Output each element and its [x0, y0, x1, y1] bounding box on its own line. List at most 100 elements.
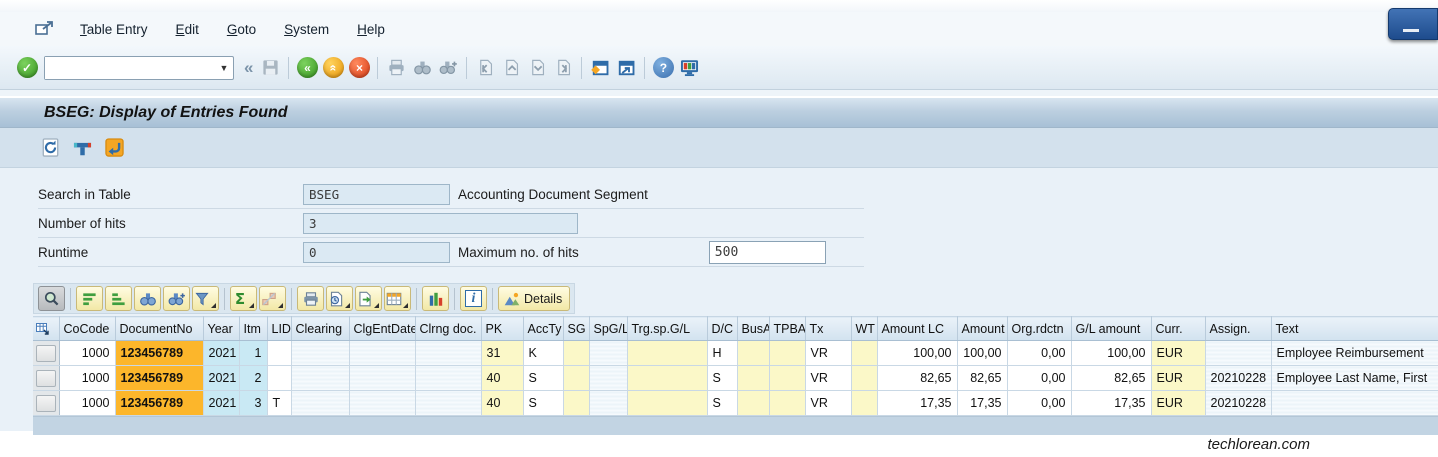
details-button[interactable]: Details	[498, 286, 571, 311]
menu-item-table-entry[interactable]: Table Entry	[80, 21, 148, 37]
last-page-button[interactable]	[550, 55, 576, 81]
header-cell[interactable]: Amount LC	[877, 316, 958, 341]
table-cell: 123456789	[115, 365, 204, 391]
header-cell[interactable]: Year	[203, 316, 240, 341]
row-selector[interactable]	[33, 390, 60, 416]
maximum-hits-input[interactable]	[708, 240, 826, 264]
new-session-button[interactable]	[587, 55, 613, 81]
total-button[interactable]: Σ	[230, 286, 257, 311]
mountain-details-icon	[504, 292, 520, 305]
exit-button[interactable]: ×	[346, 55, 372, 81]
header-cell[interactable]: Clearing	[291, 316, 350, 341]
customize-layout-button[interactable]	[676, 55, 702, 81]
number-of-hits-field[interactable]: 3	[303, 212, 578, 234]
table-structure-icon	[73, 142, 91, 156]
header-cell[interactable]: DocumentNo	[115, 316, 204, 341]
enter-check-icon: ✓	[16, 57, 38, 78]
find-button[interactable]	[409, 55, 435, 81]
header-cell[interactable]: Text	[1271, 316, 1438, 341]
runtime-field[interactable]: 0	[303, 241, 450, 263]
next-page-button[interactable]	[524, 55, 550, 81]
menu-item-edit[interactable]: Edit	[175, 21, 199, 37]
graphics-button[interactable]	[422, 286, 449, 311]
toolbar-separator	[377, 56, 379, 79]
header-cell[interactable]: TPBA	[769, 316, 806, 341]
back-button[interactable]: «	[294, 55, 320, 81]
info-button[interactable]: i	[460, 286, 487, 311]
help-button[interactable]: ?	[650, 55, 676, 81]
refresh-button[interactable]	[38, 136, 62, 160]
views-button[interactable]	[326, 286, 353, 311]
enter-button[interactable]: ✓	[14, 55, 40, 81]
up-button[interactable]: «	[320, 55, 346, 81]
table-cell	[851, 340, 878, 366]
table-cell: VR	[805, 365, 852, 391]
header-cell[interactable]: CoCode	[59, 316, 116, 341]
row-selector-button[interactable]	[35, 394, 56, 412]
command-input[interactable]	[45, 56, 215, 79]
header-cell[interactable]: ClgEntDate	[349, 316, 416, 341]
header-cell[interactable]: BusA	[737, 316, 770, 341]
table-cell: S	[523, 390, 564, 416]
header-cell[interactable]: Tx	[805, 316, 852, 341]
menu-item-goto[interactable]: Goto	[226, 21, 257, 37]
print-button[interactable]	[297, 286, 324, 311]
table-cell	[737, 365, 770, 391]
find-next-button[interactable]	[435, 55, 461, 81]
print-icon	[303, 291, 318, 306]
header-cell[interactable]: Curr.	[1151, 316, 1206, 341]
sap-window: Table Entry Edit Goto System Help ✓ ▼ « …	[0, 0, 1438, 435]
header-cell-selector[interactable]	[33, 316, 60, 341]
header-cell[interactable]: LID	[267, 316, 292, 341]
table-cell: 0,00	[1007, 365, 1072, 391]
find-button[interactable]	[134, 286, 161, 311]
header-cell[interactable]: Trg.sp.G/L	[627, 316, 708, 341]
window-control-fragment[interactable]	[1388, 8, 1438, 40]
header-cell[interactable]: SpG/L	[589, 316, 628, 341]
sort-ascending-button[interactable]	[76, 286, 103, 311]
row-selector[interactable]	[33, 340, 60, 366]
header-cell[interactable]: PK	[481, 316, 524, 341]
header-cell[interactable]: Itm	[239, 316, 268, 341]
table-cell: 2021	[203, 365, 240, 391]
form-row-runtime: Runtime 0 Maximum no. of hits	[38, 238, 864, 267]
create-shortcut-button[interactable]	[613, 55, 639, 81]
first-page-button[interactable]	[472, 55, 498, 81]
menu-item-system[interactable]: System	[284, 21, 330, 37]
header-cell[interactable]: AccTy	[523, 316, 564, 341]
header-cell[interactable]: D/C	[707, 316, 738, 341]
sort-descending-button[interactable]	[105, 286, 132, 311]
table-name-field[interactable]: BSEG	[303, 183, 450, 205]
header-cell[interactable]: Clrng doc.	[415, 316, 482, 341]
menu-bar: Table Entry Edit Goto System Help	[0, 12, 1438, 46]
header-cell[interactable]: Assign.	[1205, 316, 1272, 341]
header-cell[interactable]: Amount	[957, 316, 1008, 341]
info-icon: i	[465, 290, 482, 307]
subtotal-button[interactable]	[259, 286, 286, 311]
set-filter-button[interactable]	[192, 286, 219, 311]
previous-page-button[interactable]	[498, 55, 524, 81]
table-cell: 2021	[203, 340, 240, 366]
command-dropdown-button[interactable]: ▼	[219, 62, 229, 73]
row-selector-button[interactable]	[35, 344, 56, 362]
details-magnifier-button[interactable]	[38, 286, 65, 311]
table-structure-button[interactable]	[70, 136, 94, 160]
system-menu-icon[interactable]	[34, 20, 54, 38]
bar-chart-icon	[429, 292, 442, 306]
print-button[interactable]	[383, 55, 409, 81]
find-next-button[interactable]	[163, 286, 190, 311]
save-button[interactable]	[257, 55, 283, 81]
menu-item-help[interactable]: Help	[357, 21, 385, 37]
header-cell[interactable]: G/L amount	[1071, 316, 1152, 341]
back-to-selection-button[interactable]	[102, 136, 126, 160]
header-cell[interactable]: WT	[851, 316, 878, 341]
header-cell[interactable]: Org.rdctn	[1007, 316, 1072, 341]
choose-layout-button[interactable]	[384, 286, 411, 311]
header-cell[interactable]: SG	[563, 316, 590, 341]
collapse-toolbar-icon[interactable]: «	[244, 57, 254, 77]
table-cell	[737, 390, 770, 416]
row-selector-button[interactable]	[35, 369, 56, 387]
new-session-icon	[591, 60, 609, 75]
export-button[interactable]	[355, 286, 382, 311]
row-selector[interactable]	[33, 365, 60, 391]
